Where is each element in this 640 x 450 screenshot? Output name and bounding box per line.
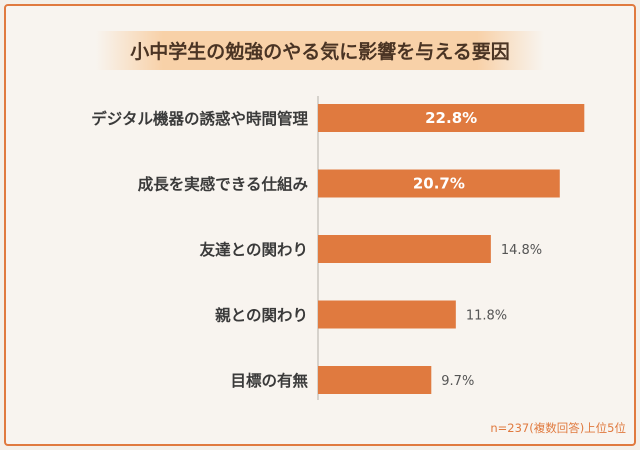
bar-3: [318, 235, 491, 263]
category-label-3: 友達との関わり: [200, 240, 308, 259]
bar-5: [318, 366, 432, 394]
value-label-1: 22.8%: [425, 109, 477, 127]
value-label-4: 11.8%: [466, 309, 507, 324]
value-label-2: 20.7%: [413, 175, 465, 193]
sample-note: n=237(複数回答)上位5位: [490, 421, 626, 435]
bar-1: [318, 104, 585, 132]
bars-group: デジタル機器の誘惑や時間管理 22.8% 成長を実感できる仕組み 20.7% 友達との関…: [91, 104, 585, 394]
category-label-4: 親との関わり: [215, 306, 308, 325]
bar-4: [318, 300, 456, 329]
value-label-3: 14.8%: [501, 243, 542, 258]
title-band: 小中学生の勉強のやる気に影響を与える要因: [96, 30, 544, 70]
value-label-5: 9.7%: [441, 374, 474, 389]
category-label-2: 成長を実感できる仕組み: [138, 175, 309, 194]
chart-title: 小中学生の勉強のやる気に影響を与える要因: [130, 40, 510, 63]
category-label-1: デジタル機器の誘惑や時間管理: [91, 109, 308, 128]
category-label-5: 目標の有無: [230, 371, 308, 390]
bar-2: [318, 169, 560, 198]
title-area: 小中学生の勉強のやる気に影響を与える要因: [0, 30, 640, 70]
